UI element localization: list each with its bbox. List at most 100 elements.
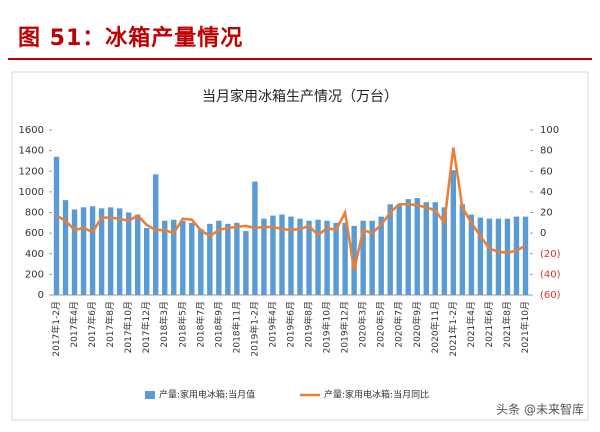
y2-tick-label: (60) [540,290,561,301]
bar [153,174,159,295]
bar [477,217,484,295]
bar [297,218,303,295]
bar [180,220,186,295]
bar [405,199,411,295]
x-tick-label: 2021年4月 [465,301,477,348]
y2-tick-label: 80 [540,146,553,157]
x-tick-label: 2017年8月 [104,301,116,348]
bar [369,220,375,295]
x-tick-label: 2017年1-2月 [50,301,62,357]
bar [288,216,294,295]
bar [243,231,249,295]
x-tick-label: 2019年4月 [266,301,278,348]
bar [414,198,420,295]
x-tick-label: 2018年11月 [230,301,242,353]
bar [143,227,150,295]
y-tick-label: 1200 [19,166,44,177]
y2-tick-label: 20 [540,208,553,219]
x-tick-label: 2018年5月 [176,301,188,348]
y-tick-label: 0 [38,290,44,301]
x-tick-label: 2019年10月 [321,301,333,353]
bar [450,170,457,295]
bar [107,207,114,295]
bar [315,219,321,295]
y-tick-label: 800 [25,208,44,219]
y2-tick-label: (40) [540,269,561,280]
bar [98,208,105,295]
bar [71,209,78,295]
bar [279,214,285,295]
bar [441,207,448,295]
x-tick-label: 2020年9月 [411,301,423,348]
y2-tick-label: (20) [540,249,561,260]
bar [378,216,384,295]
bar [495,218,502,295]
x-tick-label: 2017年4月 [68,301,80,348]
watermark: 头条 @未来智库 [496,402,584,417]
x-tick-label: 2017年12月 [140,301,152,353]
x-tick-label: 2017年10月 [122,301,134,353]
x-tick-label: 2020年7月 [393,301,405,348]
x-tick-label: 2019年8月 [303,301,315,348]
x-tick-label: 2021年6月 [483,301,495,348]
bar [351,225,357,295]
y2-tick-label: 60 [540,166,553,177]
x-tick-label: 2020年3月 [357,301,369,348]
header-title: 图 51：冰箱产量情况 [18,26,244,51]
bar [134,214,141,295]
bar [387,204,393,295]
bar [198,229,204,295]
x-tick-label: 2021年1-2月 [447,301,459,357]
legend-label: 产量:家用电冰箱:当月同比 [324,389,429,401]
bar [423,202,429,295]
bar [459,204,466,295]
bar [261,218,267,295]
x-tick-label: 2021年8月 [501,301,513,348]
bar [89,206,96,295]
bar [270,215,276,295]
bar [504,218,511,295]
bar [306,220,312,295]
y2-tick-label: 100 [540,125,559,136]
bar [513,216,520,295]
x-tick-label: 2018年7月 [194,301,206,348]
x-tick-label: 2019年12月 [339,301,351,353]
legend-swatch [145,391,155,399]
header-rule [8,58,592,60]
bar [216,220,222,295]
bar [432,202,439,295]
x-tick-label: 2018年3月 [158,301,170,348]
x-tick-label: 2021年10月 [519,301,531,353]
bar [125,212,132,295]
bar [324,220,330,295]
y-tick-label: 400 [25,249,44,260]
bar [486,218,493,295]
y-tick-label: 1600 [19,125,44,136]
bar [80,207,87,295]
x-tick-label: 2017年6月 [86,301,98,348]
bar [342,222,348,295]
x-tick-label: 2020年11月 [429,301,441,353]
y-tick-label: 1000 [19,187,44,198]
x-tick-label: 2018年9月 [212,301,224,348]
bar [171,219,177,295]
bar [62,200,69,295]
x-tick-label: 2019年1-2月 [248,301,260,357]
bar [468,214,475,295]
x-tick-label: 2020年5月 [375,301,387,348]
bar [333,222,339,295]
chart-title: 当月家用冰箱生产情况（万台） [202,88,398,105]
bar [252,181,258,295]
y-tick-label: 1400 [19,146,44,157]
bar [207,223,213,295]
bar [234,222,240,295]
line [55,147,527,271]
bar [396,204,402,295]
legend-label: 产量:家用电冰箱:当月值 [159,389,255,401]
bar [189,222,195,295]
bar [360,220,366,295]
bar [116,208,123,295]
bar [522,216,529,295]
